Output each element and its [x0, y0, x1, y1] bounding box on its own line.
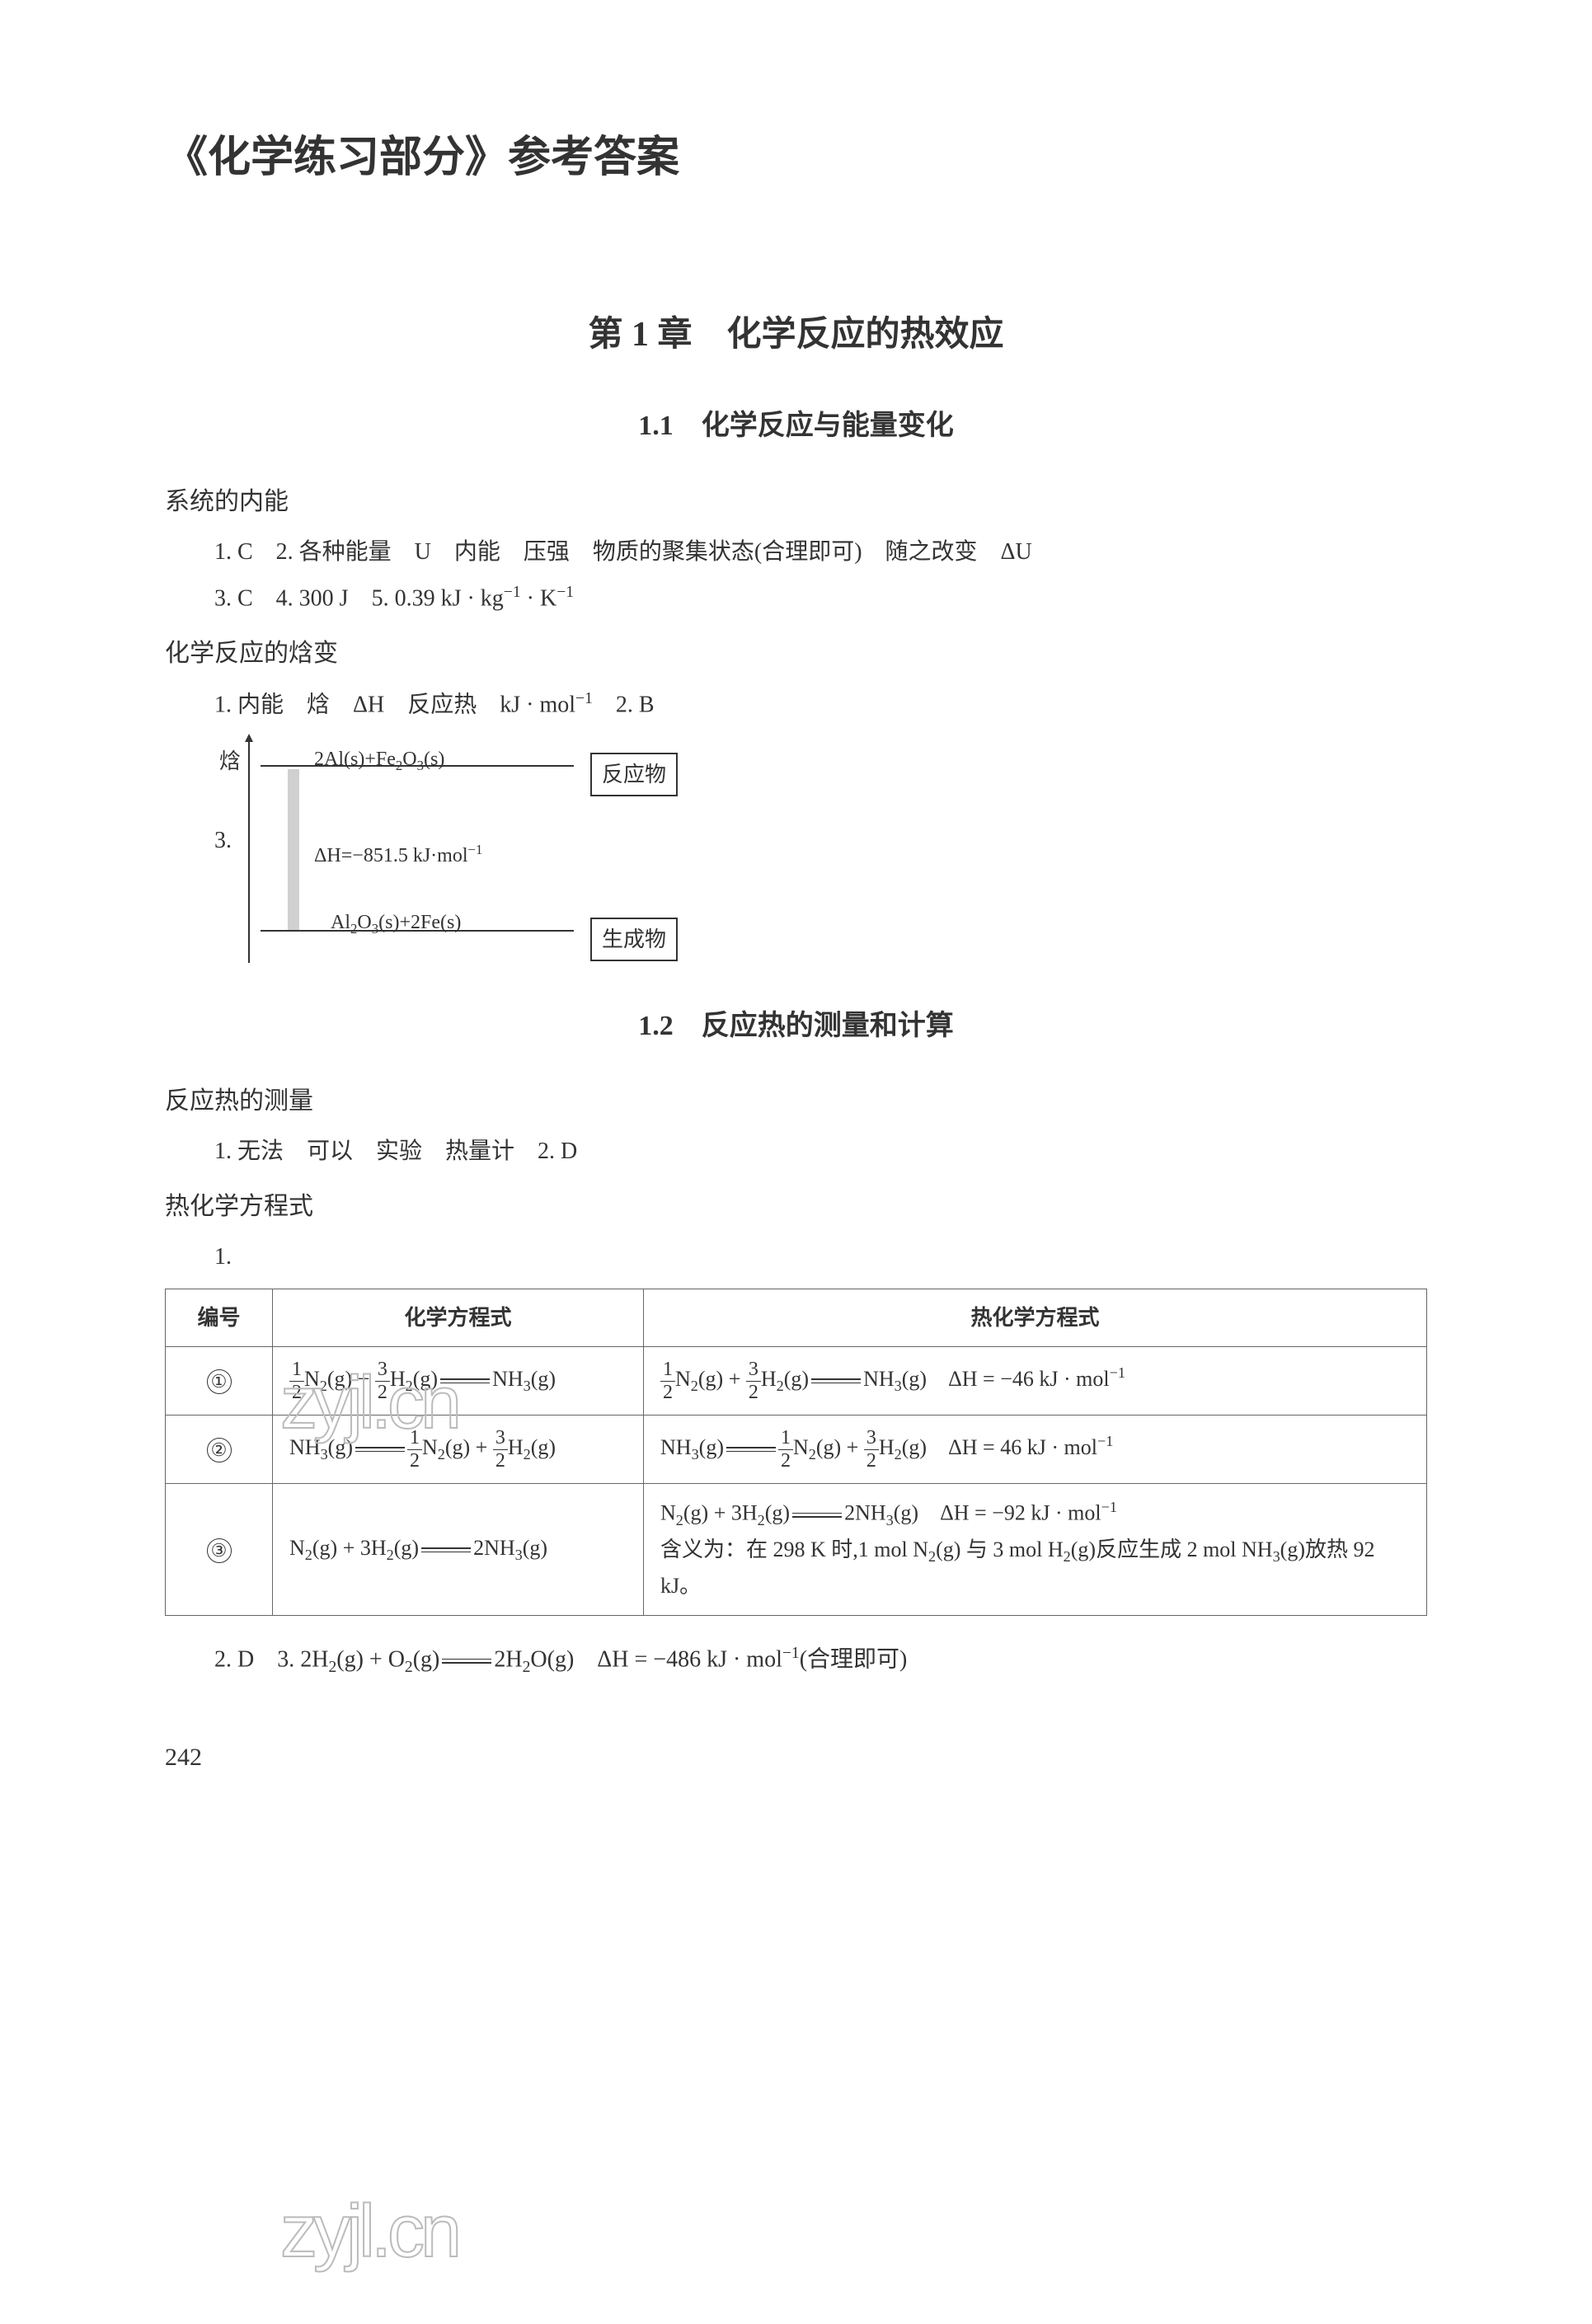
reactant-formula: 2Al(s)+Fe2O3(s) [314, 744, 444, 777]
answer-2-2-line2: 2. D 3. 2H2(g) + O2(g)2H2O(g) ΔH = −486 … [165, 1641, 1427, 1680]
answer-1-1-line1: 1. C 2. 各种能量 U 内能 压强 物质的聚集状态(合理即可) 随之改变 … [165, 534, 1427, 571]
page-number: 242 [165, 1738, 1427, 1777]
section-2-title: 1.2 反应热的测量和计算 [165, 1004, 1427, 1049]
row1-thermo: 12N2(g) + 32H2(g)NH3(g) ΔH = −46 kJ · mo… [644, 1347, 1427, 1416]
energy-bar [288, 769, 299, 930]
delta-h-label: ΔH=−851.5 kJ·mol−1 [314, 839, 482, 871]
y-axis-label: 焓 [219, 744, 241, 779]
answer-2-2-item1: 1. [165, 1239, 1427, 1276]
energy-diagram: 焓 2Al(s)+Fe2O3(s) 反应物 ΔH=−851.5 kJ·mol−1… [248, 749, 743, 963]
answer-1-2-line1: 1. 内能 焓 ΔH 反应热 kJ · mol−1 2. B [165, 686, 1427, 724]
table-row: ② NH3(g)12N2(g) + 32H2(g) NH3(g)12N2(g) … [166, 1416, 1427, 1484]
header-num: 编号 [166, 1289, 273, 1347]
line2-exp2: −1 [556, 584, 574, 601]
section-1-title: 1.1 化学反应与能量变化 [165, 404, 1427, 448]
header-eq: 化学方程式 [273, 1289, 644, 1347]
row3-eq: N2(g) + 3H2(g)2NH3(g) [273, 1483, 644, 1615]
watermark-2: zyjl.cn [280, 2172, 458, 2291]
answer-1-1-line2: 3. C 4. 300 J 5. 0.39 kJ · kg−1 · K−1 [165, 580, 1427, 617]
chapter-title: 第 1 章 化学反应的热效应 [165, 308, 1427, 363]
product-box: 生成物 [590, 918, 678, 962]
thermo-equation-table: 编号 化学方程式 热化学方程式 ① 12N2(g) + 32H2(g)NH3(g… [165, 1289, 1427, 1616]
subsection-2-1-heading: 反应热的测量 [165, 1082, 1427, 1121]
header-thermo: 热化学方程式 [644, 1289, 1427, 1347]
line2-prefix: 3. C 4. 300 J 5. 0.39 kJ · kg [214, 585, 504, 611]
table-header-row: 编号 化学方程式 热化学方程式 [166, 1289, 1427, 1347]
subsection-2-2-heading: 热化学方程式 [165, 1187, 1427, 1227]
reactant-box: 反应物 [590, 753, 678, 797]
product-formula: Al2O3(s)+2Fe(s) [331, 907, 461, 941]
subsection-1-2-heading: 化学反应的焓变 [165, 634, 1427, 674]
main-title: 《化学练习部分》参考答案 [165, 124, 1427, 192]
table-row: ③ N2(g) + 3H2(g)2NH3(g) N2(g) + 3H2(g)2N… [166, 1483, 1427, 1615]
line2-exp1: −1 [504, 584, 521, 601]
table-row: ① 12N2(g) + 32H2(g)NH3(g) 12N2(g) + 32H2… [166, 1347, 1427, 1416]
line1-exp: −1 [575, 690, 593, 707]
energy-diagram-container: 3. 焓 2Al(s)+Fe2O3(s) 反应物 ΔH=−851.5 kJ·mo… [214, 749, 1427, 963]
row2-num: ② [166, 1416, 273, 1484]
line2-mid: · K [521, 585, 557, 611]
row3-num: ③ [166, 1483, 273, 1615]
line1-suffix: 2. B [593, 692, 655, 717]
row2-eq: NH3(g)12N2(g) + 32H2(g) [273, 1416, 644, 1484]
row2-thermo: NH3(g)12N2(g) + 32H2(g) ΔH = 46 kJ · mol… [644, 1416, 1427, 1484]
row3-thermo: N2(g) + 3H2(g)2NH3(g) ΔH = −92 kJ · mol−… [644, 1483, 1427, 1615]
subsection-1-1-heading: 系统的内能 [165, 482, 1427, 522]
row1-eq: 12N2(g) + 32H2(g)NH3(g) [273, 1347, 644, 1416]
y-axis [248, 740, 250, 963]
line1-prefix: 1. 内能 焓 ΔH 反应热 kJ · mol [214, 692, 575, 717]
answer-2-1-line1: 1. 无法 可以 实验 热量计 2. D [165, 1134, 1427, 1171]
row1-num: ① [166, 1347, 273, 1416]
